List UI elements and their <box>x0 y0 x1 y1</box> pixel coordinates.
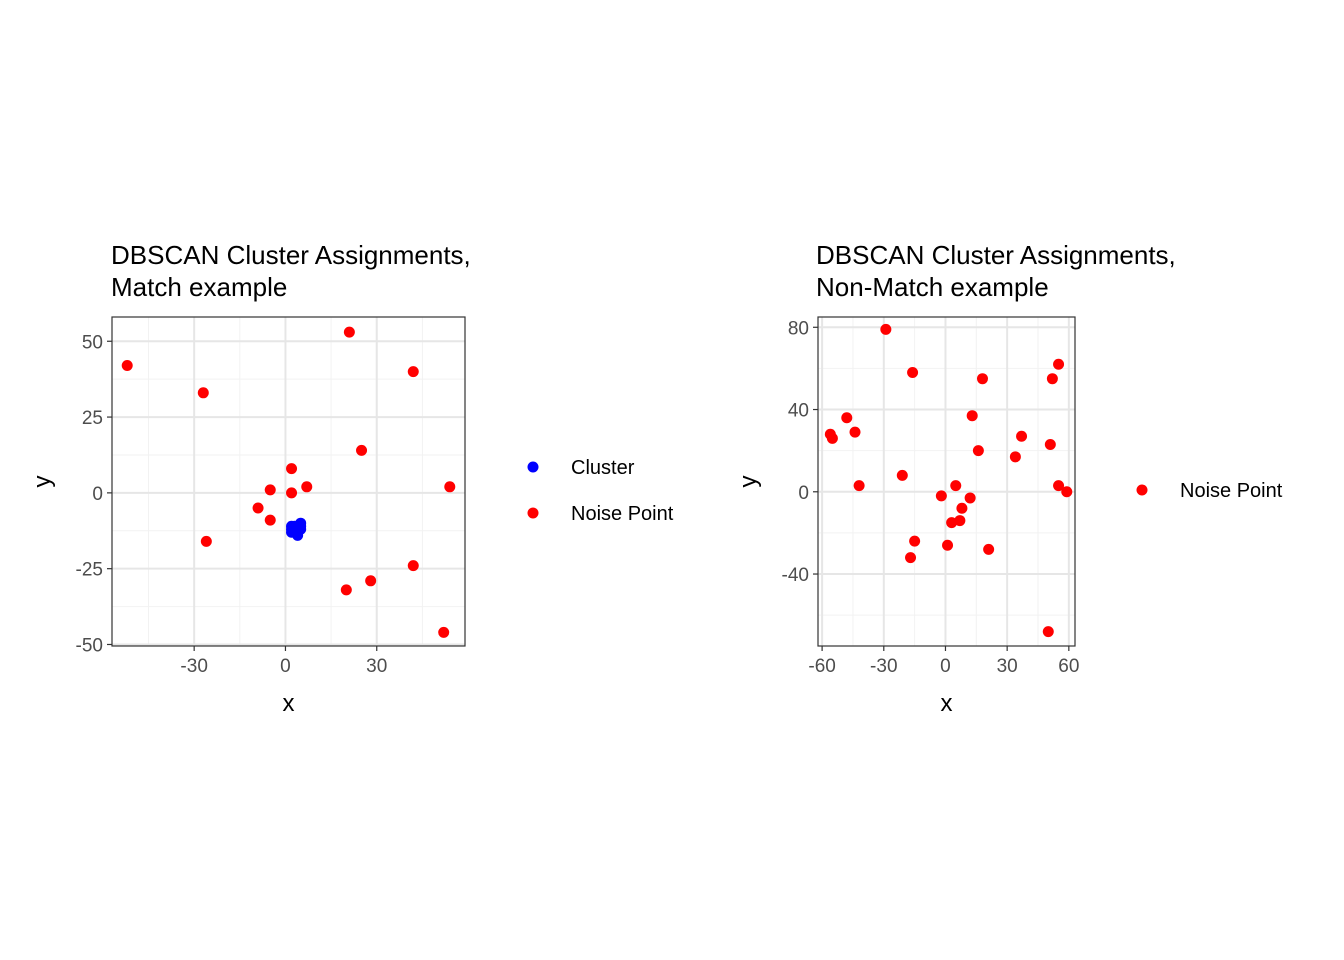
point-noise-point <box>356 444 368 456</box>
point-noise-point <box>942 539 954 551</box>
legend-key-cluster <box>527 461 539 473</box>
panel-border <box>817 316 1076 647</box>
x-tick-label: -30 <box>870 656 897 677</box>
axes: -30 0 30 50 25 0 -25 -50 x y <box>29 332 387 717</box>
point-noise-point <box>972 445 984 457</box>
x-axis-label: x <box>283 690 295 717</box>
point-noise-point <box>365 575 377 587</box>
point-noise-point <box>983 543 995 555</box>
chart-match: DBSCAN Cluster Assignments,Match example… <box>29 240 674 717</box>
point-noise-point <box>905 552 917 564</box>
y-axis-label: y <box>735 476 762 488</box>
y-axis-label: y <box>29 476 56 488</box>
point-noise-point <box>1044 438 1056 450</box>
y-tick-label: 0 <box>798 483 809 504</box>
point-noise-point <box>121 360 133 372</box>
point-noise-point <box>849 426 861 438</box>
point-noise-point <box>1042 626 1054 638</box>
chart-subtitle: Non-Match example <box>816 272 1049 302</box>
point-noise-point <box>950 480 962 492</box>
point-cluster <box>286 526 298 538</box>
point-noise-point <box>343 326 355 338</box>
x-tick-label: 0 <box>280 656 291 677</box>
axes: -60 -30 0 30 60 80 40 0 -40 x y <box>735 318 1079 717</box>
x-tick-label: 60 <box>1058 656 1079 677</box>
data-points <box>121 326 456 638</box>
legend-key-noise-point <box>1136 484 1148 496</box>
point-noise-point <box>407 560 419 572</box>
point-cluster <box>295 520 307 532</box>
chart-subtitle: Match example <box>111 272 287 302</box>
point-noise-point <box>200 535 212 547</box>
y-tick-label: 40 <box>788 401 809 422</box>
legend-label-cluster: Cluster <box>571 457 635 479</box>
point-noise-point <box>909 535 921 547</box>
point-noise-point <box>946 517 958 529</box>
point-noise-point <box>1046 373 1058 385</box>
point-noise-point <box>197 387 209 399</box>
y-tick-label: -50 <box>76 635 103 656</box>
chart-title: DBSCAN Cluster Assignments, <box>816 240 1176 270</box>
data-points <box>824 323 1073 638</box>
point-noise-point <box>956 502 968 514</box>
x-tick-label: -30 <box>180 656 207 677</box>
chart-title: DBSCAN Cluster Assignments, <box>111 240 471 270</box>
x-tick-label: 30 <box>997 656 1018 677</box>
panel-border <box>111 316 466 647</box>
y-tick-label: 80 <box>788 318 809 339</box>
point-noise-point <box>286 487 298 499</box>
legend-key-noise-point <box>527 507 539 519</box>
point-noise-point <box>1009 451 1021 463</box>
y-tick-label: 25 <box>82 408 103 429</box>
point-noise-point <box>954 515 966 527</box>
point-noise-point <box>880 323 892 335</box>
point-noise-point <box>264 514 276 526</box>
point-noise-point <box>841 412 853 424</box>
y-tick-label: 0 <box>92 484 103 505</box>
y-tick-label: -40 <box>782 565 809 586</box>
x-tick-label: 0 <box>940 656 951 677</box>
point-noise-point <box>286 463 298 475</box>
chart-non-match: DBSCAN Cluster Assignments,Non-Match exa… <box>735 240 1283 717</box>
x-tick-label: 30 <box>366 656 387 677</box>
legend: Cluster Noise Point <box>527 457 674 525</box>
point-noise-point <box>976 373 988 385</box>
point-noise-point <box>252 502 264 514</box>
point-noise-point <box>907 367 919 379</box>
plot-panel <box>112 317 465 646</box>
point-noise-point <box>966 410 978 422</box>
point-noise-point <box>1016 430 1028 442</box>
y-tick-label: 50 <box>82 332 103 353</box>
x-tick-label: -60 <box>808 656 835 677</box>
point-noise-point <box>896 469 908 481</box>
point-noise-point <box>407 366 419 378</box>
point-noise-point <box>853 480 865 492</box>
legend: Noise Point <box>1136 480 1283 502</box>
point-noise-point <box>826 432 838 444</box>
point-noise-point <box>301 481 313 493</box>
legend-label-noise-point: Noise Point <box>571 503 674 525</box>
y-tick-label: -25 <box>76 560 103 581</box>
point-noise-point <box>1053 480 1065 492</box>
x-axis-label: x <box>941 690 953 717</box>
point-noise-point <box>264 484 276 496</box>
point-noise-point <box>438 626 450 638</box>
point-noise-point <box>935 490 947 502</box>
legend-label-noise-point: Noise Point <box>1180 480 1283 502</box>
point-noise-point <box>1053 358 1065 370</box>
point-noise-point <box>444 481 456 493</box>
point-noise-point <box>964 492 976 504</box>
point-noise-point <box>340 584 352 596</box>
point-noise-point <box>1061 486 1073 498</box>
